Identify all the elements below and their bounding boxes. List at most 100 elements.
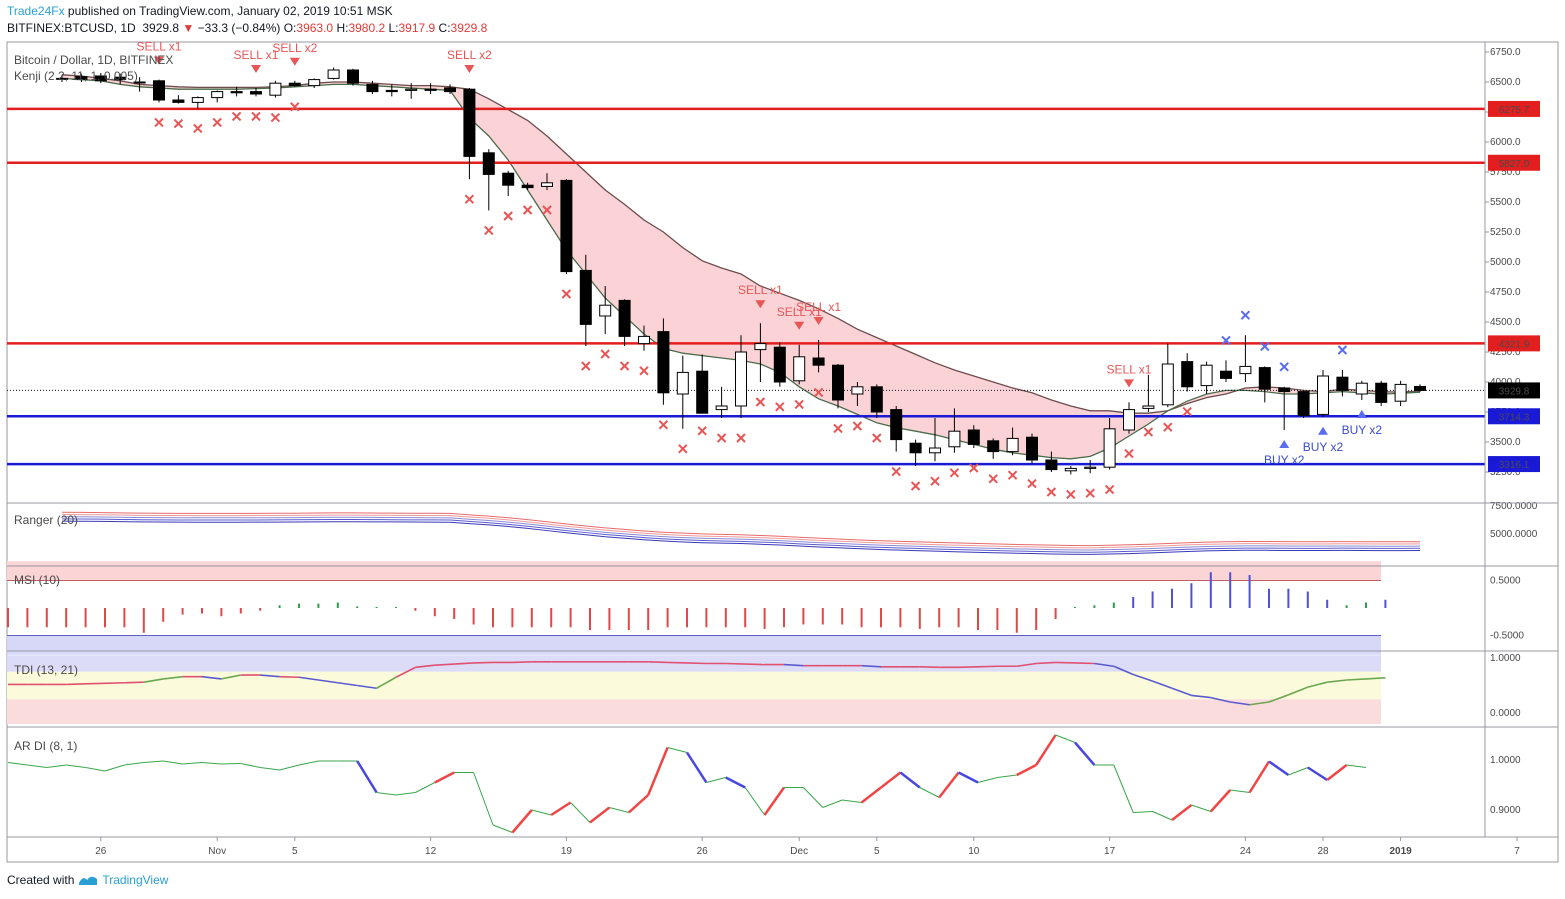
candle-body [676, 371, 689, 395]
last-price-badge [1488, 382, 1540, 399]
candle-body [211, 91, 224, 99]
publisher-name[interactable]: Trade24Fx [7, 4, 65, 18]
time-tick-label: 5 [292, 846, 298, 857]
candle-body [812, 357, 825, 366]
tdi-line-segment [919, 666, 940, 669]
x-stroke [1085, 488, 1095, 498]
candle-body [599, 304, 612, 317]
price-tick-label: 4250.0 [1490, 347, 1521, 358]
x-stroke [813, 387, 824, 398]
sell-arrow-icon [755, 300, 766, 309]
sell-x-mark [813, 387, 824, 398]
x-stroke [872, 433, 882, 443]
ardi-line-segment [434, 771, 455, 784]
change-text: −33.3 (−0.84%) [197, 21, 281, 35]
sell-x-mark [833, 423, 843, 434]
price-tick-label: 6000.0 [1490, 137, 1521, 148]
time-tick-label: 5 [874, 846, 880, 857]
ranger-tick-label: 7500.0000 [1490, 501, 1538, 512]
sell-x-mark [852, 421, 863, 431]
candle-body [541, 182, 553, 187]
ardi-line-segment [356, 760, 378, 794]
time-tick-label: Nov [208, 846, 226, 857]
sell-x-mark [1027, 478, 1037, 489]
ardi-line-segment [1307, 766, 1328, 782]
x-stroke [969, 463, 979, 473]
candle-body [133, 81, 146, 84]
candle-body [715, 405, 728, 411]
price-tick-label: 4500.0 [1490, 317, 1521, 328]
ardi-line-segment [899, 771, 921, 789]
x-stroke [484, 225, 494, 236]
time-tick-label: 2019 [1389, 846, 1412, 857]
ardi-pane[interactable]: 1.0000 0.9000 [7, 734, 1521, 834]
candle-body [579, 269, 592, 325]
tdi-line-segment [143, 678, 164, 683]
msi-pane[interactable]: 0.5000 -0.5000 [7, 561, 1524, 655]
time-tick-label: Dec [790, 846, 808, 857]
sell-x-mark [522, 205, 533, 215]
x-stroke [949, 468, 960, 478]
price-tick-label: 5500.0 [1490, 197, 1521, 208]
ardi-line-segment [1133, 811, 1153, 813]
tdi-line-segment [1132, 673, 1153, 682]
x-stroke [581, 361, 591, 371]
time-tick-label: 24 [1240, 846, 1252, 857]
ardi-pane-title: AR DI (8, 1) [14, 739, 77, 753]
x-stroke [1221, 335, 1231, 346]
x-stroke [930, 476, 940, 486]
ranger-line [61, 511, 1421, 547]
buy-signal-label: BUY x2 [1264, 453, 1305, 467]
high-label: H: [336, 21, 349, 35]
sell-x-mark [503, 211, 513, 221]
ardi-line-segment [763, 786, 786, 816]
last-price-label: 3929.8 [1499, 386, 1530, 397]
tdi-line-segment [260, 674, 280, 678]
buy-x-mark [1337, 345, 1348, 355]
candle-body [230, 91, 243, 94]
tdi-line-segment [1327, 679, 1347, 683]
candle-body [1142, 405, 1155, 409]
price-tick-label: 3250.0 [1490, 467, 1521, 478]
candle-body [1317, 375, 1329, 415]
tdi-line-segment [85, 682, 106, 685]
chart-frame [6, 41, 1559, 863]
sell-signal-label: SELL x1 [1107, 362, 1152, 376]
x-stroke [1279, 362, 1289, 372]
footer: Created with TradingView [7, 873, 168, 887]
sell-x-mark [949, 468, 960, 478]
sell-signal-label: SELL x1 [796, 300, 841, 314]
last-price-text: 3929.8 [142, 21, 180, 35]
candle-body [269, 82, 282, 96]
ardi-line-segment [46, 764, 67, 768]
tdi-pane[interactable]: 1.0000 0.0000 [7, 653, 1521, 724]
x-stroke [658, 420, 669, 430]
candle-body [56, 77, 68, 80]
ranger-pane[interactable]: 7500.0000 5000.0000 [61, 501, 1538, 555]
candle-body [1181, 361, 1194, 388]
sell-x-mark [542, 205, 552, 215]
ardi-line-segment [822, 799, 843, 808]
ardi-line-segment [1074, 741, 1096, 766]
tdi-line-segment [958, 666, 979, 669]
tdi-line-segment [686, 662, 707, 665]
sell-x-mark [251, 111, 261, 122]
buy-x-mark [1279, 362, 1289, 372]
time-axis[interactable]: 26 Nov 5 12 19 26 Dec 5 10 17 24 28 2019 7 [7, 42, 1558, 857]
ardi-line-segment [260, 767, 280, 771]
ardi-tick-label: 0.9000 [1490, 805, 1521, 816]
x-stroke [1163, 422, 1173, 432]
candle-body [967, 429, 980, 445]
x-stroke [1143, 427, 1154, 437]
tradingview-brand[interactable]: TradingView [102, 873, 169, 887]
price-pane[interactable]: 6750.06500.06250.06000.05750.05500.05250… [7, 40, 1540, 500]
candle-body [1355, 382, 1368, 395]
tradingview-logo-icon [79, 876, 98, 885]
ardi-line-segment [667, 747, 688, 753]
candle-body [657, 331, 670, 394]
tdi-line-segment [454, 662, 474, 665]
ardi-line-segment [647, 747, 669, 796]
ardi-line-segment [842, 799, 862, 803]
ardi-line-segment [997, 774, 1017, 778]
